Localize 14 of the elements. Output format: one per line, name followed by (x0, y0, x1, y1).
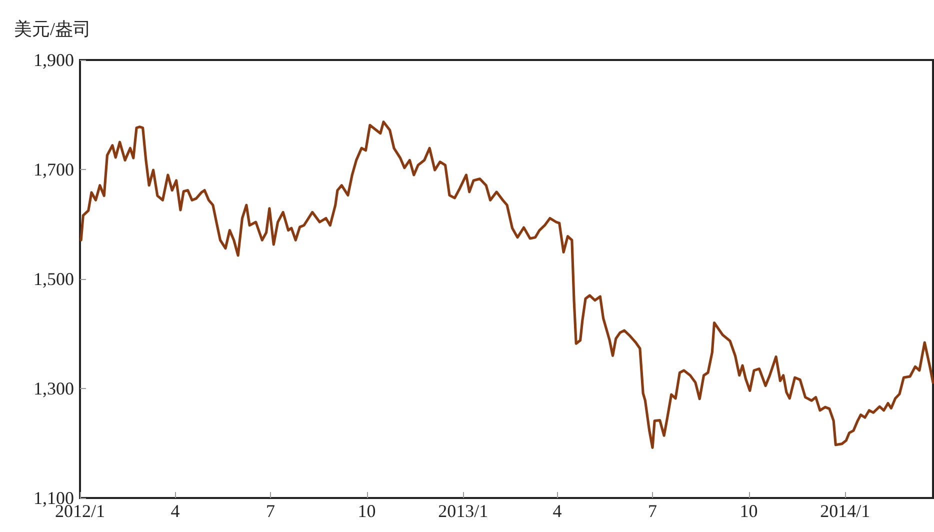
x-tick-label: 10 (740, 501, 758, 521)
y-tick-label: 1,700 (34, 160, 74, 180)
y-axis-title: 美元/盎司 (14, 19, 92, 39)
x-tick-label: 7 (266, 501, 275, 521)
y-tick-label: 1,300 (34, 378, 74, 398)
y-tick-label: 1,900 (34, 50, 74, 70)
x-tick-label: 7 (648, 501, 658, 521)
x-tick-label: 2013/1 (438, 501, 488, 521)
x-tick-label: 10 (358, 501, 376, 521)
x-tick-label: 4 (170, 501, 180, 521)
line-series (80, 120, 934, 449)
x-tick-label: 4 (552, 501, 562, 521)
x-tick-label: 2014/1 (820, 501, 870, 521)
y-tick-label: 1,500 (34, 269, 74, 289)
